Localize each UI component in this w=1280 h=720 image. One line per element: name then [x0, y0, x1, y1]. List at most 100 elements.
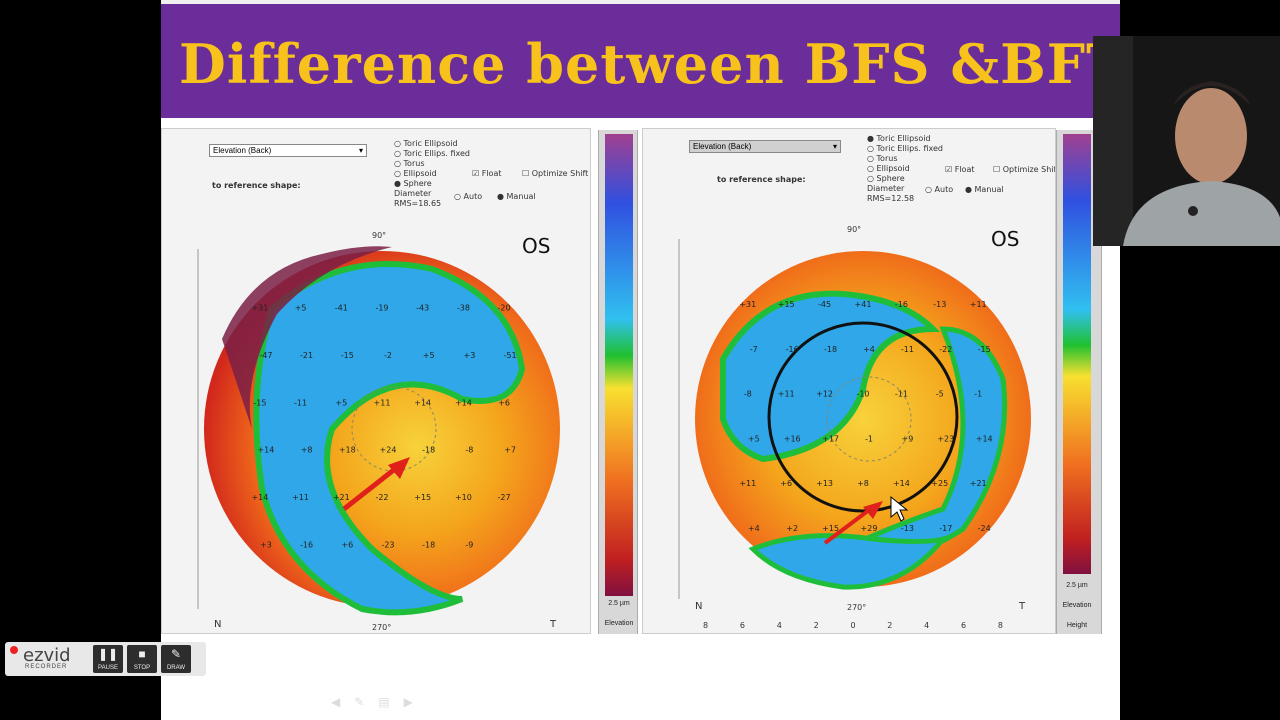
elevation-value: +21 — [970, 479, 987, 488]
pause-icon: ❚❚ — [97, 647, 119, 661]
menu-icon[interactable]: ▤ — [378, 695, 404, 709]
elevation-value: -13 — [933, 300, 946, 309]
elevation-value: +4 — [863, 345, 875, 354]
radio-shape-4[interactable]: ○ Ellipsoid — [867, 164, 910, 173]
left-diameter-label: Diameter — [394, 189, 432, 198]
slide-nav-icons[interactable]: ◀✎▤▶ — [331, 695, 427, 709]
radio-shape-4[interactable]: ○ Ellipsoid — [394, 169, 437, 178]
elevation-value: +11 — [374, 398, 391, 407]
right-float-checkbox[interactable]: ☑ Float — [945, 165, 975, 174]
elevation-value: -21 — [300, 351, 313, 360]
elevation-value: +14 — [257, 446, 274, 455]
right-axis-bottom: 270° — [847, 603, 867, 612]
right-blue-region — [720, 290, 941, 463]
ezvid-logo: ezvid — [23, 645, 71, 666]
right-auto-radio[interactable]: ○ Auto — [925, 185, 954, 194]
elevation-value: -16 — [895, 300, 908, 309]
left-scale-footer: Elevation — [604, 620, 634, 627]
elevation-value: -16 — [300, 541, 313, 550]
right-topography-map: +31 +15 -45 +41 -16 -13 +11 -7 -16 -18 +4 -11 -22 -15… — [678, 239, 1031, 599]
slide-title: Difference between BFS &BFTE — [179, 32, 1170, 96]
stop-button[interactable]: ■ STOP — [127, 645, 157, 673]
elevation-value: -18 — [824, 345, 837, 354]
elevation-value: +15 — [778, 300, 795, 309]
elevation-value: -38 — [457, 303, 470, 312]
elevation-value: +23 — [937, 434, 954, 443]
elevation-value: -16 — [786, 345, 799, 354]
elevation-value: +6 — [498, 398, 510, 407]
right-axis-top: 90° — [847, 225, 862, 234]
right-rms: RMS=12.58 — [867, 194, 915, 203]
elevation-value: +14 — [414, 398, 431, 407]
elevation-value: -8 — [744, 390, 752, 399]
elevation-value: +7 — [504, 446, 516, 455]
right-scale-footer-2: Height — [1066, 622, 1088, 629]
draw-button[interactable]: ✎ DRAW — [161, 645, 191, 673]
left-auto-radio[interactable]: ○ Auto — [454, 192, 483, 201]
left-ref-label: to reference shape: — [212, 181, 301, 190]
elevation-value: +4 — [748, 524, 760, 533]
elevation-value: -1 — [974, 390, 982, 399]
elevation-value: -1 — [865, 434, 873, 443]
left-float-checkbox[interactable]: ☑ Float — [472, 169, 502, 178]
elevation-value: -47 — [259, 351, 272, 360]
right-manual-radio[interactable]: ● Manual — [965, 185, 1004, 194]
elevation-value: +5 — [748, 434, 760, 443]
pen-icon[interactable]: ✎ — [354, 695, 379, 709]
elevation-value: +6 — [780, 479, 792, 488]
radio-shape-3[interactable]: ○ Torus — [394, 159, 425, 168]
radio-shape-1[interactable]: ● Toric Ellipsoid — [867, 134, 931, 143]
left-shape-list[interactable]: ○ Toric Ellipsoid ○ Toric Ellips. fixed … — [394, 139, 470, 209]
left-optimize-checkbox[interactable]: ☐ Optimize Shift — [522, 169, 589, 178]
radio-shape-2[interactable]: ○ Toric Ellips. fixed — [867, 144, 943, 153]
draw-icon: ✎ — [170, 647, 182, 661]
elevation-value: +11 — [970, 300, 987, 309]
elevation-value: +11 — [292, 493, 309, 502]
left-topography-map: +31 +5 -41 -19 -43 -38 -20 -47 -21 -15 -2 +5 +3 -51 -1… — [197, 246, 560, 616]
radio-shape-3[interactable]: ○ Torus — [867, 154, 898, 163]
elevation-value: +5 — [335, 398, 347, 407]
elevation-value: +25 — [931, 479, 948, 488]
elevation-value: -11 — [895, 390, 908, 399]
left-elevation-select[interactable]: Elevation (Back) ▾ — [209, 144, 367, 157]
elevation-value: -17 — [939, 524, 952, 533]
radio-shape-1[interactable]: ○ Toric Ellipsoid — [394, 139, 458, 148]
right-elevation-select[interactable]: Elevation (Back) ▾ — [689, 140, 841, 153]
elevation-value: +14 — [976, 434, 993, 443]
forward-icon[interactable]: ▶ — [403, 695, 427, 709]
left-manual-radio[interactable]: ● Manual — [497, 192, 536, 201]
right-temporal-label: T — [1019, 601, 1026, 612]
left-rms: RMS=18.65 — [394, 199, 442, 208]
elevation-value: +5 — [423, 351, 435, 360]
left-color-scale: 2.5 µm Elevation — [598, 130, 638, 634]
elevation-value: -15 — [341, 351, 354, 360]
right-scale-unit: 2.5 µm — [1066, 582, 1088, 589]
record-indicator-icon — [10, 646, 18, 654]
right-shape-list[interactable]: ● Toric Ellipsoid ○ Toric Ellips. fixed … — [867, 134, 943, 204]
left-temporal-label: T — [550, 619, 557, 630]
elevation-value: -15 — [253, 398, 266, 407]
elevation-value: -51 — [504, 351, 517, 360]
right-black-circle — [767, 321, 959, 513]
right-blue-region-3 — [748, 533, 950, 590]
elevation-value: +15 — [822, 524, 839, 533]
right-optimize-checkbox[interactable]: ☐ Optimize Shift — [993, 165, 1056, 174]
left-purple-edge — [222, 246, 392, 429]
back-icon[interactable]: ◀ — [331, 695, 355, 709]
elevation-value: +41 — [855, 300, 872, 309]
right-pupil-circle — [826, 376, 912, 462]
ezvid-subtitle: RECORDER — [25, 664, 68, 670]
pause-button[interactable]: ❚❚ PAUSE — [93, 645, 123, 673]
right-red-arrow — [823, 505, 875, 545]
elevation-value: -8 — [465, 446, 473, 455]
radio-shape-5[interactable]: ● Sphere — [394, 179, 432, 188]
elevation-value: -11 — [901, 345, 914, 354]
elevation-value: +15 — [414, 493, 431, 502]
left-blue-region — [253, 261, 526, 616]
elevation-value: +29 — [861, 524, 878, 533]
radio-shape-2[interactable]: ○ Toric Ellips. fixed — [394, 149, 470, 158]
elevation-value: +8 — [301, 446, 313, 455]
right-map-panel: Elevation (Back) ▾ to reference shape: ●… — [642, 128, 1056, 634]
radio-shape-5[interactable]: ○ Sphere — [867, 174, 905, 183]
elevation-value: +13 — [816, 479, 833, 488]
